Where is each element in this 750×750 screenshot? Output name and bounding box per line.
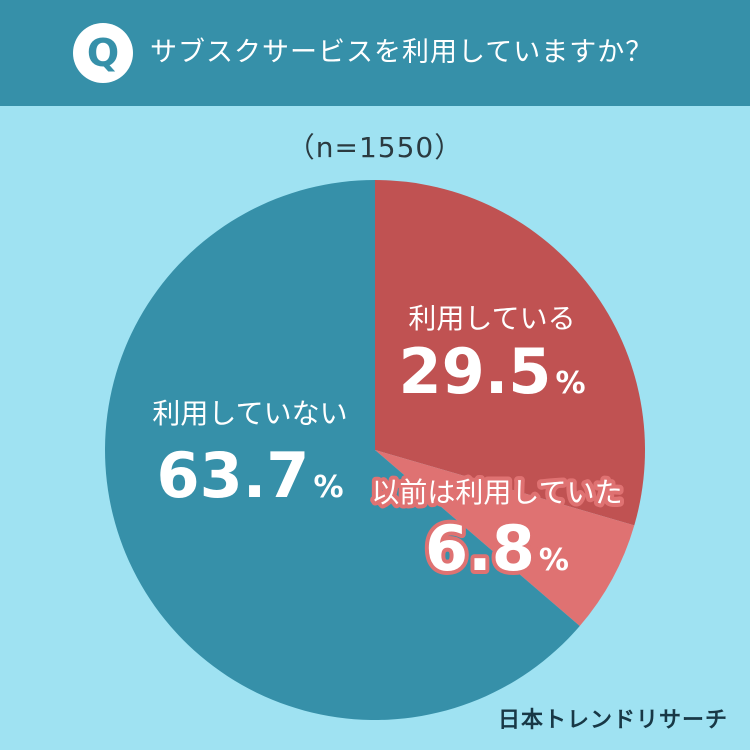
pie-slice-1 [375,180,646,526]
pie-slice-2 [375,450,635,626]
question-title: サブスクサービスを利用していますか？ [150,37,654,68]
question-badge: Q [73,23,133,83]
slice-label-2: 以前は利用していた [371,476,622,509]
slice-value-3: 63.7% [156,439,343,512]
slice-label-1: 利用している [408,302,575,335]
header-bar: Q サブスクサービスを利用していますか？ [0,0,750,106]
slice-value-2: 6.8% [425,512,569,585]
slice-label-3: 利用していない [152,397,347,430]
sample-size-label: （n=1550） [286,131,464,164]
slice-value-1: 29.5% [398,335,585,408]
pie-slice-3 [105,180,580,720]
brand-logo-text: 日本トレンドリサーチ [497,708,728,733]
